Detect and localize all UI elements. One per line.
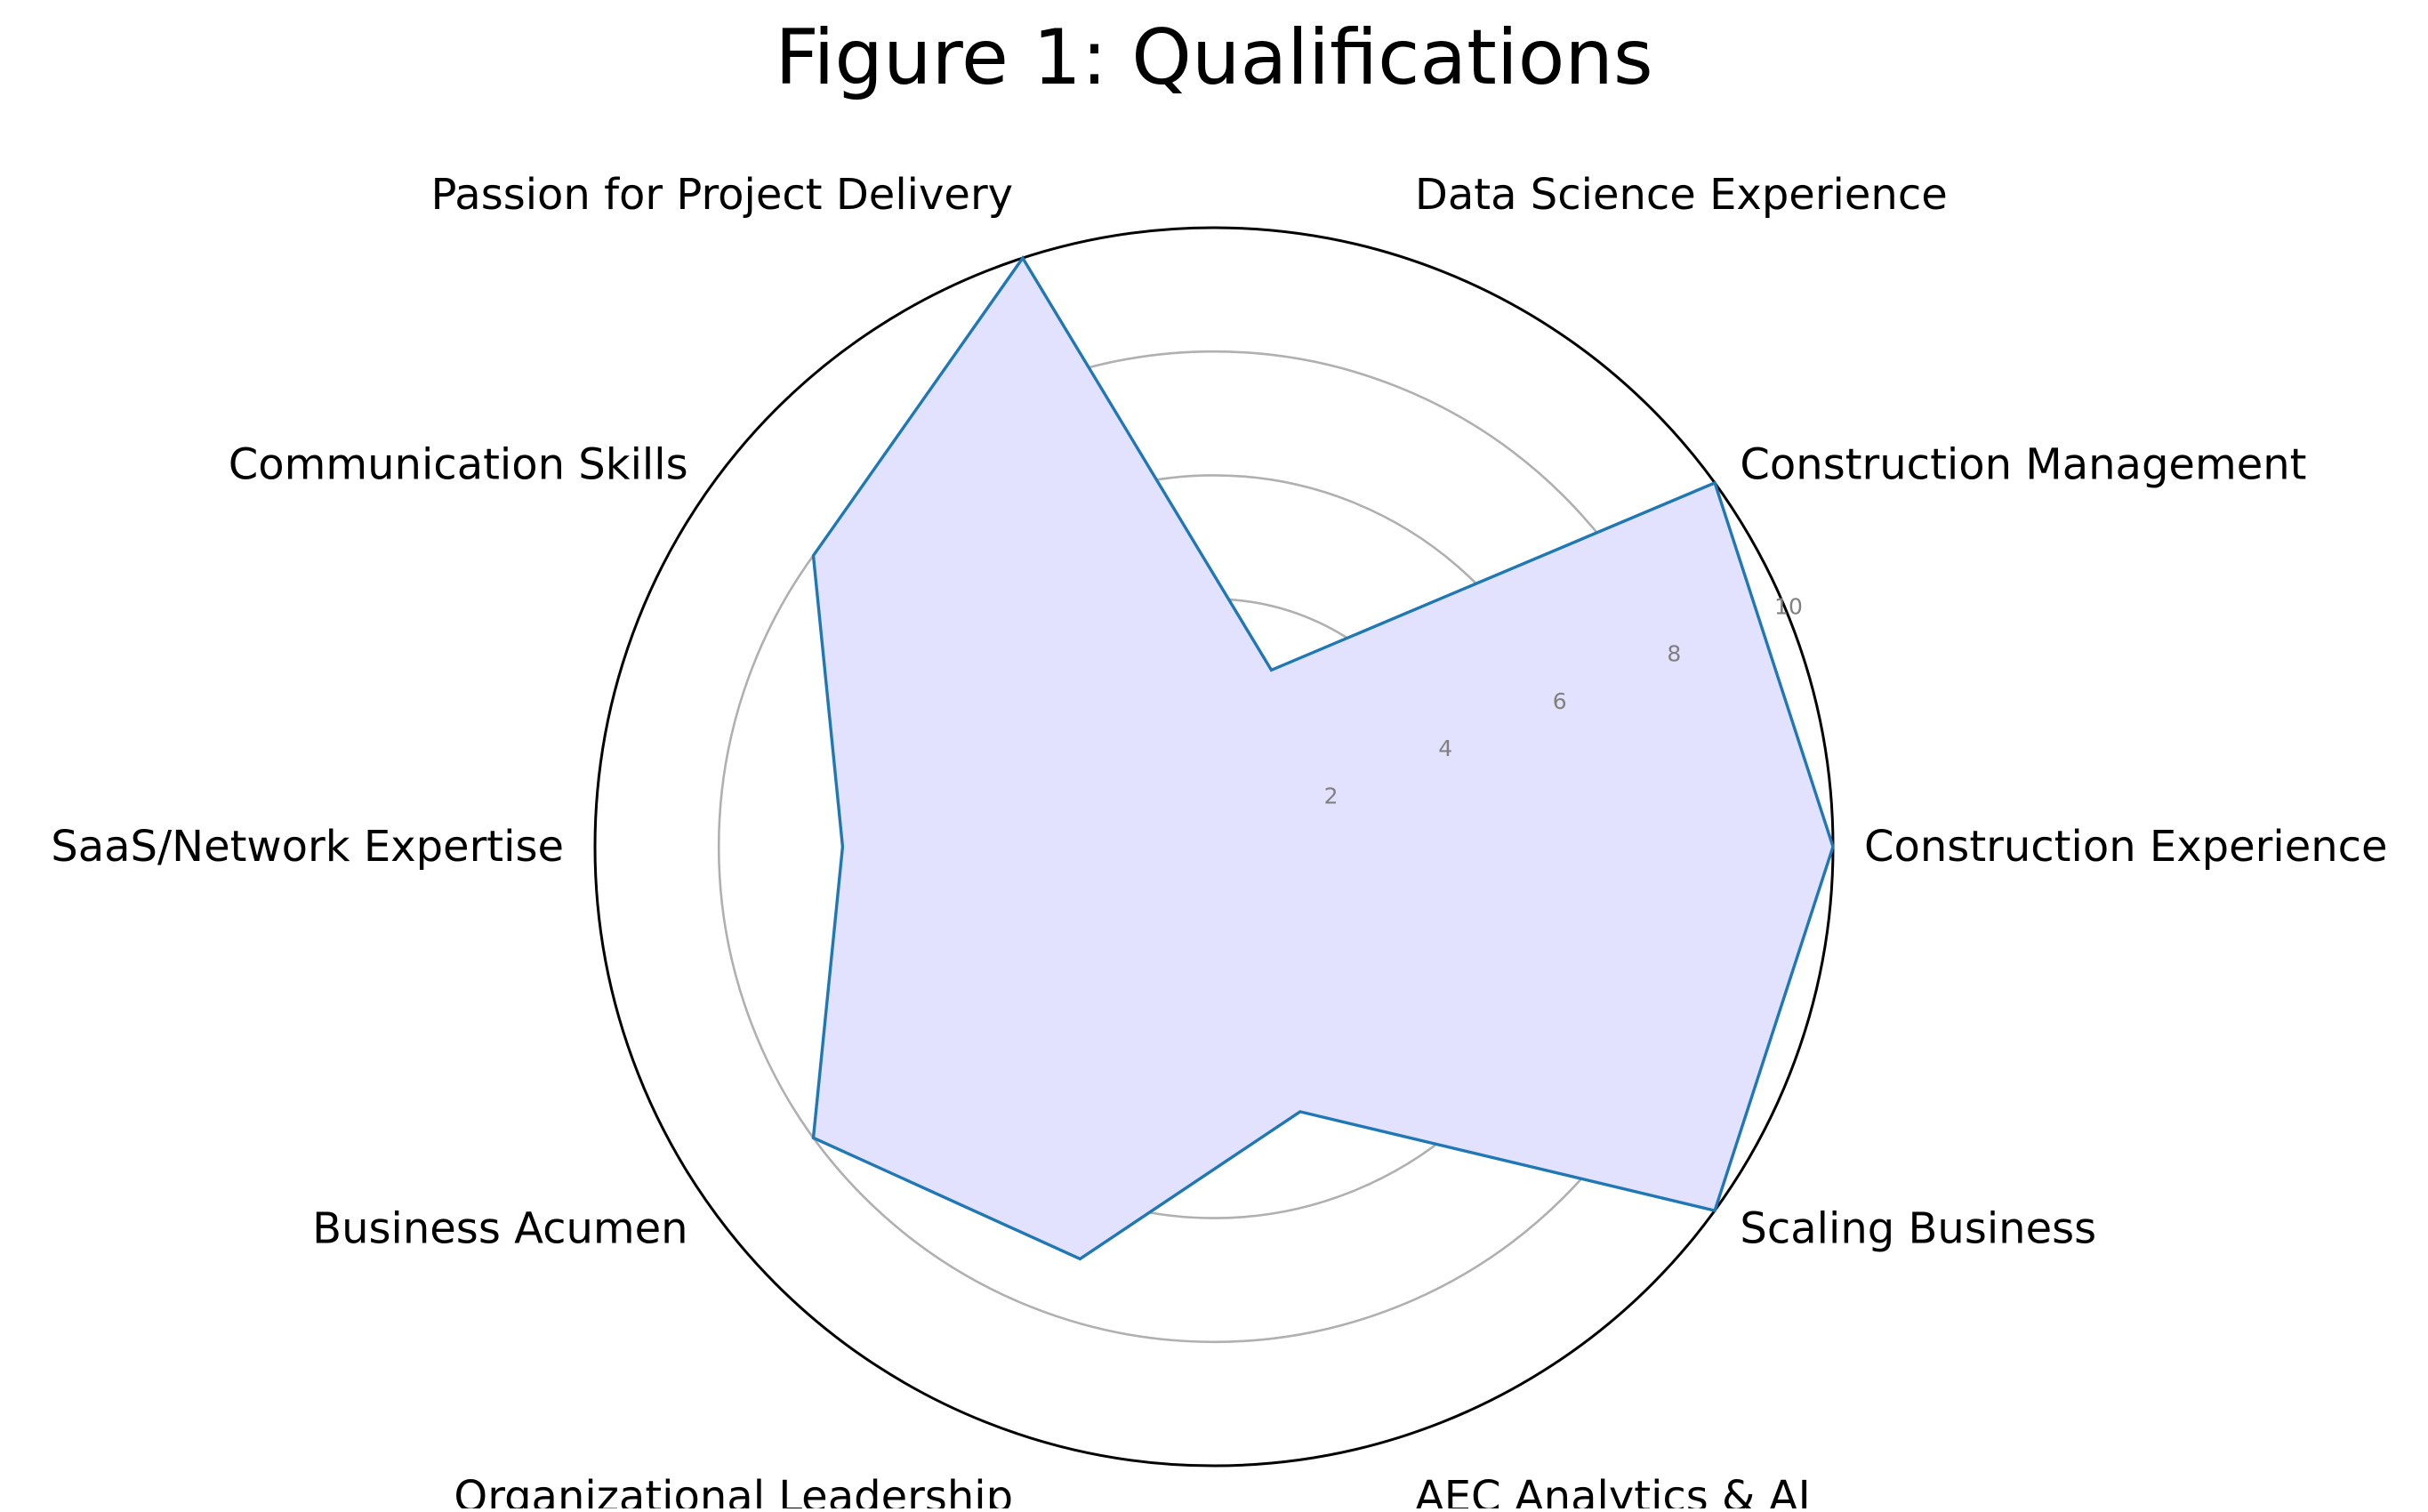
data-point (1269, 667, 1274, 672)
data-point (811, 553, 816, 559)
data-point (1077, 1256, 1082, 1261)
data-point (1712, 480, 1717, 486)
data-point (1020, 255, 1025, 261)
category-label: Passion for Project Delivery (431, 170, 1014, 220)
category-label: Construction Management (1740, 439, 2306, 489)
r-tick-label: 6 (1553, 688, 1567, 714)
category-label: AEC Analytics & AI (1415, 1472, 1811, 1508)
series-area (813, 258, 1833, 1259)
chart-title: Figure 1: Qualifications (775, 13, 1653, 102)
category-label: Communication Skills (229, 439, 688, 489)
category-label: Construction Experience (1864, 822, 2388, 872)
r-tick-label: 8 (1667, 641, 1681, 667)
r-tick-label: 2 (1324, 783, 1339, 808)
series-line (811, 254, 1835, 1261)
data-point (1712, 1208, 1717, 1213)
data-point (840, 844, 845, 849)
category-label: Organizational Leadership (454, 1472, 1013, 1508)
category-label: Data Science Experience (1415, 170, 1948, 220)
category-label: Business Acumen (312, 1204, 687, 1254)
category-label: Scaling Business (1740, 1204, 2096, 1254)
data-point (1830, 844, 1836, 849)
r-tick-label: 10 (1774, 593, 1803, 619)
data-point (811, 1135, 816, 1140)
data-point (1298, 1109, 1303, 1114)
r-tick-label: 4 (1438, 736, 1452, 761)
category-label: SaaS/Network Expertise (51, 822, 564, 872)
